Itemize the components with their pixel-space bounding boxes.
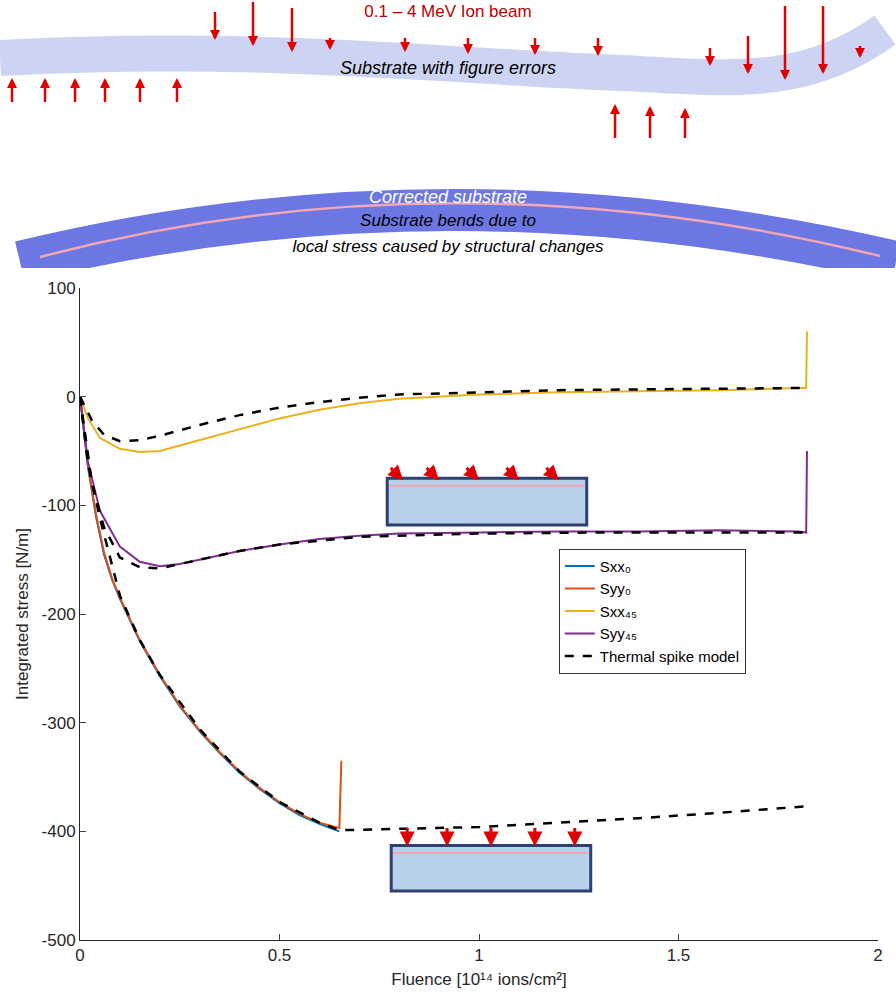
svg-text:Sxx₄₅: Sxx₄₅ (600, 603, 637, 620)
svg-text:0: 0 (75, 946, 84, 965)
svg-text:2: 2 (873, 946, 882, 965)
svg-text:Syy₀: Syy₀ (600, 580, 631, 597)
svg-text:-300: -300 (42, 714, 76, 733)
svg-text:-400: -400 (42, 822, 76, 841)
svg-text:-100: -100 (42, 496, 76, 515)
svg-text:Substrate with figure errors: Substrate with figure errors (340, 58, 556, 78)
svg-text:Fluence [10¹⁴ ions/cm²]: Fluence [10¹⁴ ions/cm²] (391, 970, 566, 989)
svg-text:Sxx₀: Sxx₀ (600, 558, 631, 575)
svg-text:100: 100 (47, 279, 75, 298)
svg-text:Substrate bends due to: Substrate bends due to (360, 211, 536, 230)
svg-text:Syy₄₅: Syy₄₅ (600, 625, 637, 642)
svg-text:1: 1 (474, 946, 483, 965)
svg-text:0: 0 (66, 388, 75, 407)
svg-text:-500: -500 (42, 931, 76, 950)
svg-text:Thermal spike model: Thermal spike model (600, 648, 739, 665)
svg-text:Integrated stress [N/m]: Integrated stress [N/m] (13, 528, 32, 700)
svg-text:Corrected substrate: Corrected substrate (369, 187, 527, 207)
svg-text:0.5: 0.5 (268, 946, 292, 965)
svg-text:local stress caused by structu: local stress caused by structural change… (293, 237, 604, 256)
svg-text:0.1 – 4 MeV Ion beam: 0.1 – 4 MeV Ion beam (364, 2, 531, 21)
svg-text:-200: -200 (42, 605, 76, 624)
svg-text:1.5: 1.5 (667, 946, 691, 965)
